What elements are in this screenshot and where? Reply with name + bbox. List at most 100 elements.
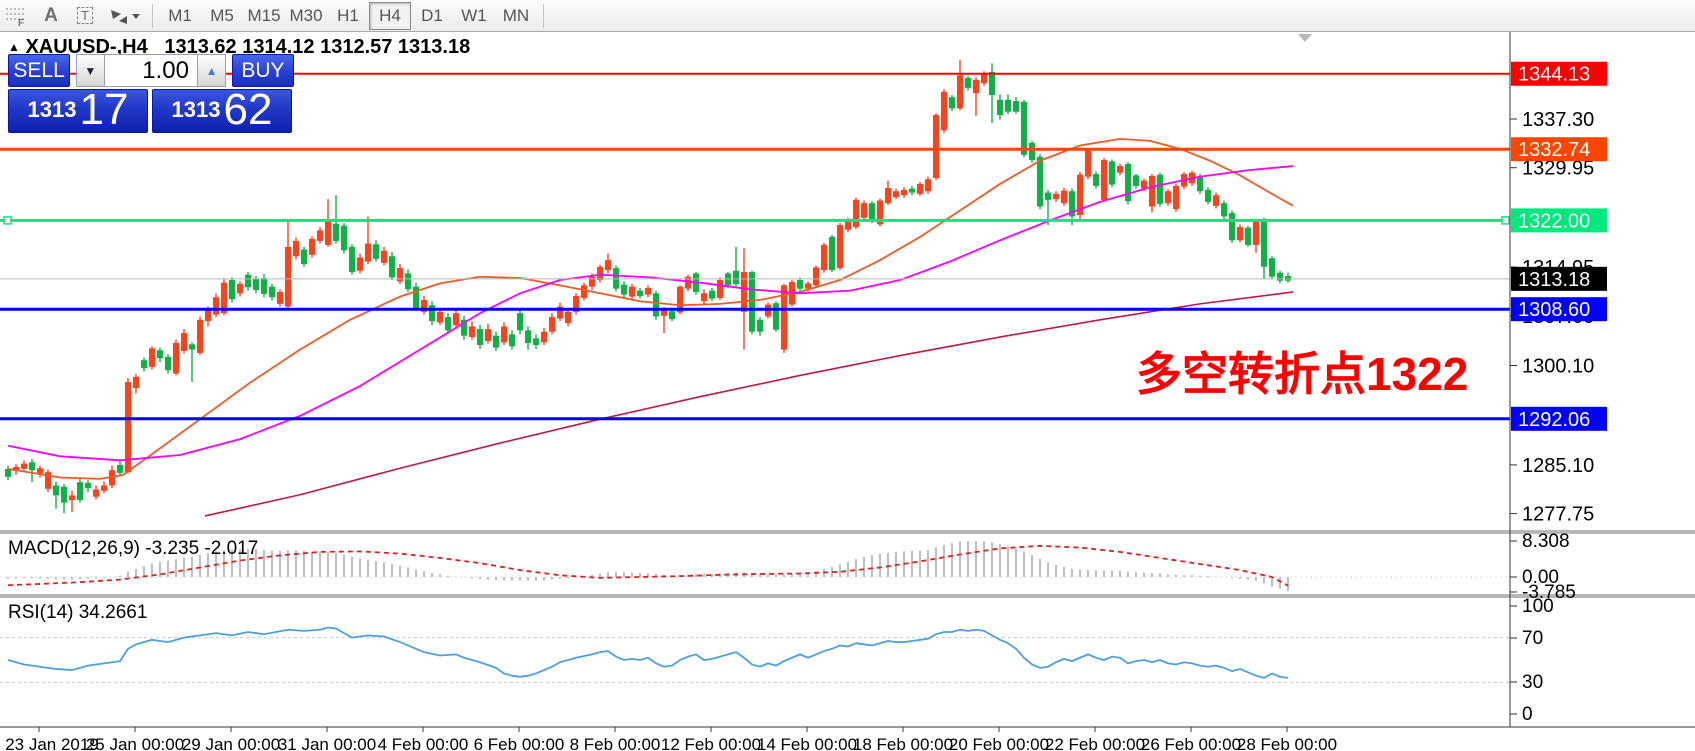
- timeframe-button-m5[interactable]: M5: [210, 5, 234, 25]
- caret-up-icon: ▲: [205, 63, 218, 78]
- time-axis-label: 26 Feb 00:00: [1141, 735, 1241, 751]
- candle: [597, 264, 603, 283]
- volume-input[interactable]: [105, 54, 197, 87]
- candle: [381, 246, 387, 266]
- candle: [509, 330, 515, 350]
- candle: [637, 287, 643, 299]
- timeframe-button-m30[interactable]: M30: [289, 5, 323, 25]
- candle: [125, 378, 131, 474]
- candle: [165, 354, 171, 374]
- volume-decrease-button[interactable]: ▼: [75, 54, 105, 87]
- candle: [237, 281, 243, 297]
- macd-axis-label: 8.308: [1522, 531, 1570, 552]
- shapes-tool-icon[interactable]: [102, 3, 146, 29]
- line-endpoint-marker[interactable]: [1501, 216, 1510, 225]
- candle: [157, 347, 163, 363]
- rsi-axis-label: 30: [1522, 672, 1543, 693]
- timeframe-button-m15[interactable]: M15: [247, 5, 281, 25]
- letter-a-glyph: A: [44, 4, 58, 26]
- candle: [565, 307, 571, 327]
- timeframe-button-w1[interactable]: W1: [461, 5, 487, 25]
- candle: [149, 346, 155, 370]
- candle: [629, 284, 635, 300]
- candle: [341, 223, 347, 254]
- candle: [773, 301, 779, 332]
- candle: [1165, 189, 1171, 206]
- time-axis-label: 23 Jan 2019: [5, 735, 99, 751]
- sell-price-small: 1313: [27, 97, 77, 122]
- candle: [949, 95, 955, 112]
- candle: [101, 481, 107, 494]
- candle: [605, 253, 611, 274]
- candle: [797, 277, 803, 292]
- candle: [269, 284, 275, 301]
- candle: [517, 309, 523, 335]
- timeframe-button-h1[interactable]: H1: [337, 5, 359, 25]
- candle: [1173, 183, 1179, 212]
- price-axis-label: 1300.10: [1522, 356, 1594, 378]
- toolbar-separator: [152, 3, 153, 28]
- time-axis-label: 6 Feb 00:00: [474, 735, 565, 751]
- time-axis-label: 4 Feb 00:00: [378, 735, 469, 751]
- timeframe-button-d1[interactable]: D1: [421, 5, 443, 25]
- candle: [133, 374, 139, 394]
- candle: [661, 307, 667, 334]
- candle: [941, 89, 947, 133]
- buy-button[interactable]: BUY: [231, 54, 294, 87]
- text-tool-icon[interactable]: T: [68, 3, 102, 29]
- candle: [893, 188, 899, 200]
- price-badge: [1511, 137, 1607, 162]
- candle: [1157, 172, 1163, 207]
- candle: [21, 460, 27, 473]
- chart-shift-marker-icon[interactable]: [1298, 34, 1312, 42]
- candle: [957, 60, 963, 111]
- timeframe-button-mn[interactable]: MN: [502, 5, 530, 25]
- fibonacci-tool-icon[interactable]: F: [0, 3, 34, 29]
- rsi-label: RSI(14) 34.2661: [8, 602, 148, 623]
- chart-annotation-text[interactable]: 多空转折点1322: [1136, 348, 1469, 400]
- candle: [1149, 174, 1155, 213]
- expand-arrow-icon[interactable]: ▲: [8, 40, 20, 54]
- candle: [317, 227, 323, 244]
- sell-price-box[interactable]: 1313 17: [8, 88, 148, 133]
- candle: [373, 240, 379, 262]
- buy-price-box[interactable]: 1313 62: [152, 88, 292, 133]
- price-badge-label: 1308.60: [1518, 299, 1590, 321]
- candle: [69, 490, 75, 512]
- candle: [365, 216, 371, 265]
- timeframe-button-m1[interactable]: M1: [168, 5, 192, 25]
- candle: [877, 198, 883, 227]
- trade-panel-row1: SELL ▼ ▲ BUY: [8, 54, 294, 87]
- fibonacci-glyph: F: [6, 8, 24, 27]
- candle: [277, 289, 283, 307]
- candle: [525, 326, 531, 350]
- price-badge: [1511, 297, 1607, 322]
- candle: [389, 252, 395, 281]
- candle: [1237, 224, 1243, 243]
- candle: [701, 289, 707, 305]
- rsi-axis-label: 100: [1522, 596, 1554, 617]
- line-endpoint-marker[interactable]: [3, 216, 12, 225]
- candle: [501, 322, 507, 345]
- candle: [261, 274, 267, 298]
- volume-increase-button[interactable]: ▲: [197, 54, 227, 87]
- candle: [85, 480, 91, 493]
- timeframe-button-h4[interactable]: H4: [369, 1, 411, 30]
- candle: [405, 269, 411, 292]
- time-axis-label: 8 Feb 00:00: [570, 735, 661, 751]
- letter-t-glyph: T: [77, 7, 93, 24]
- candle: [485, 323, 491, 344]
- candle: [1277, 270, 1283, 284]
- text-label-tool-icon[interactable]: A: [34, 3, 68, 29]
- price-axis-label: 1329.95: [1522, 158, 1594, 180]
- ma-mid-line: [7, 165, 1294, 462]
- sell-button[interactable]: SELL: [8, 54, 71, 87]
- candle: [53, 481, 59, 509]
- candle: [965, 75, 971, 91]
- candle: [309, 236, 315, 258]
- time-axis-label: 18 Feb 00:00: [853, 735, 953, 751]
- shapes-glyph: [111, 9, 140, 24]
- candle: [757, 317, 763, 336]
- price-axis-label: 1337.30: [1522, 109, 1594, 131]
